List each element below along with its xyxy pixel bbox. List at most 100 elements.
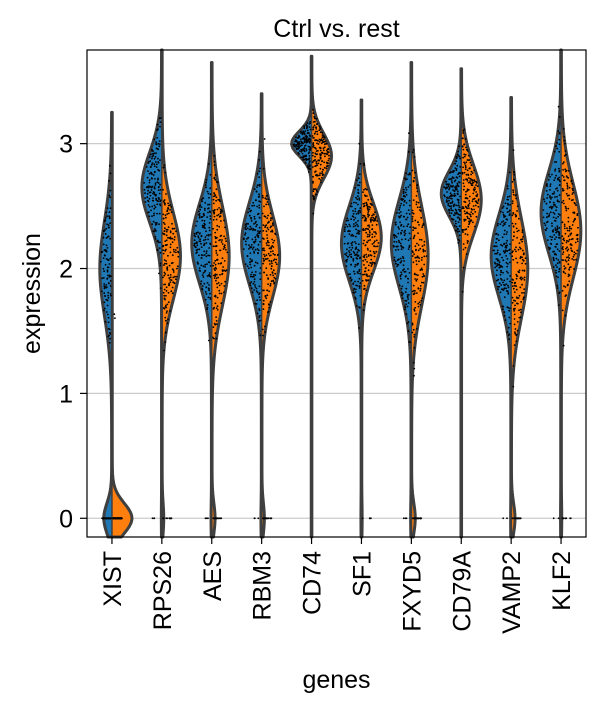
data-point: [205, 252, 208, 255]
data-point: [265, 203, 268, 206]
data-point: [198, 205, 201, 208]
data-point: [107, 282, 110, 285]
data-point: [250, 216, 252, 219]
data-point: [394, 223, 397, 226]
data-point: [315, 126, 317, 129]
data-point: [400, 214, 402, 217]
data-point: [256, 223, 258, 226]
data-point: [468, 167, 471, 170]
data-point: [415, 279, 418, 282]
data-point: [266, 226, 269, 229]
data-point: [566, 185, 569, 188]
data-point: [505, 287, 507, 290]
data-point: [406, 178, 408, 181]
data-point: [477, 198, 480, 201]
data-point: [159, 189, 162, 191]
data-point: [474, 211, 477, 213]
data-point: [494, 262, 497, 265]
data-point: [253, 217, 256, 220]
data-point: [106, 215, 108, 218]
data-point: [364, 258, 367, 261]
data-point: [316, 133, 319, 136]
plot-frame: [86, 49, 587, 538]
data-point: [404, 191, 407, 194]
data-point: [371, 261, 374, 264]
data-point: [156, 203, 159, 206]
data-point: [366, 207, 369, 209]
data-point: [165, 193, 167, 195]
data-point: [462, 206, 464, 208]
data-point: [266, 222, 269, 224]
data-point: [154, 206, 157, 209]
data-point: [468, 222, 471, 224]
data-point: [158, 247, 161, 250]
data-point: [567, 263, 570, 266]
data-point: [400, 231, 402, 234]
data-point: [461, 171, 464, 174]
data-point: [451, 209, 454, 212]
data-point: [508, 210, 510, 213]
data-point: [421, 224, 424, 227]
data-point: [502, 305, 505, 308]
data-point: [412, 284, 415, 287]
data-point: [249, 261, 251, 264]
data-point: [417, 287, 420, 290]
data-point: [371, 228, 374, 230]
data-point: [316, 191, 319, 193]
data-point: [466, 190, 469, 192]
data-point: [423, 255, 426, 258]
data-point: [495, 279, 498, 282]
data-point: [464, 168, 467, 171]
data-point: [306, 140, 309, 143]
data-point: [269, 219, 272, 222]
data-point: [358, 181, 361, 184]
data-point: [377, 242, 380, 244]
data-point: [552, 211, 555, 214]
data-point: [212, 336, 214, 339]
data-point: [328, 157, 331, 160]
data-point: [162, 166, 165, 169]
data-point: [450, 207, 452, 210]
data-point: [274, 254, 276, 256]
data-point: [206, 190, 209, 193]
data-point: [201, 200, 204, 203]
data-point: [565, 241, 568, 244]
data-point: [109, 222, 111, 225]
data-point: [156, 137, 159, 139]
data-point: [420, 299, 423, 302]
data-point: [363, 303, 365, 306]
data-point: [458, 218, 461, 221]
data-point: [407, 248, 410, 251]
data-point: [269, 274, 272, 276]
data-point: [367, 212, 369, 214]
data-point: [403, 177, 406, 180]
data-point: [549, 175, 551, 178]
data-point: [261, 194, 264, 197]
data-point: [468, 217, 471, 220]
data-point: [464, 163, 466, 165]
data-point: [453, 225, 456, 227]
data-point: [497, 278, 500, 281]
data-point: [148, 181, 151, 184]
data-point: [115, 517, 118, 520]
data-point: [522, 236, 524, 238]
data-point: [462, 266, 465, 269]
data-point: [107, 224, 110, 227]
data-point: [151, 185, 154, 188]
data-point: [321, 171, 324, 173]
data-point: [506, 196, 509, 198]
data-point: [108, 276, 111, 278]
data-point: [345, 219, 348, 222]
data-point: [368, 234, 371, 236]
data-point: [292, 143, 295, 146]
data-point: [171, 227, 174, 230]
data-point: [103, 287, 106, 290]
data-point: [362, 205, 365, 208]
data-point: [413, 517, 416, 520]
data-point: [477, 200, 480, 202]
data-point: [451, 200, 454, 203]
data-point: [207, 203, 209, 206]
data-point: [556, 248, 559, 251]
data-point: [156, 212, 159, 215]
data-point: [213, 154, 216, 157]
